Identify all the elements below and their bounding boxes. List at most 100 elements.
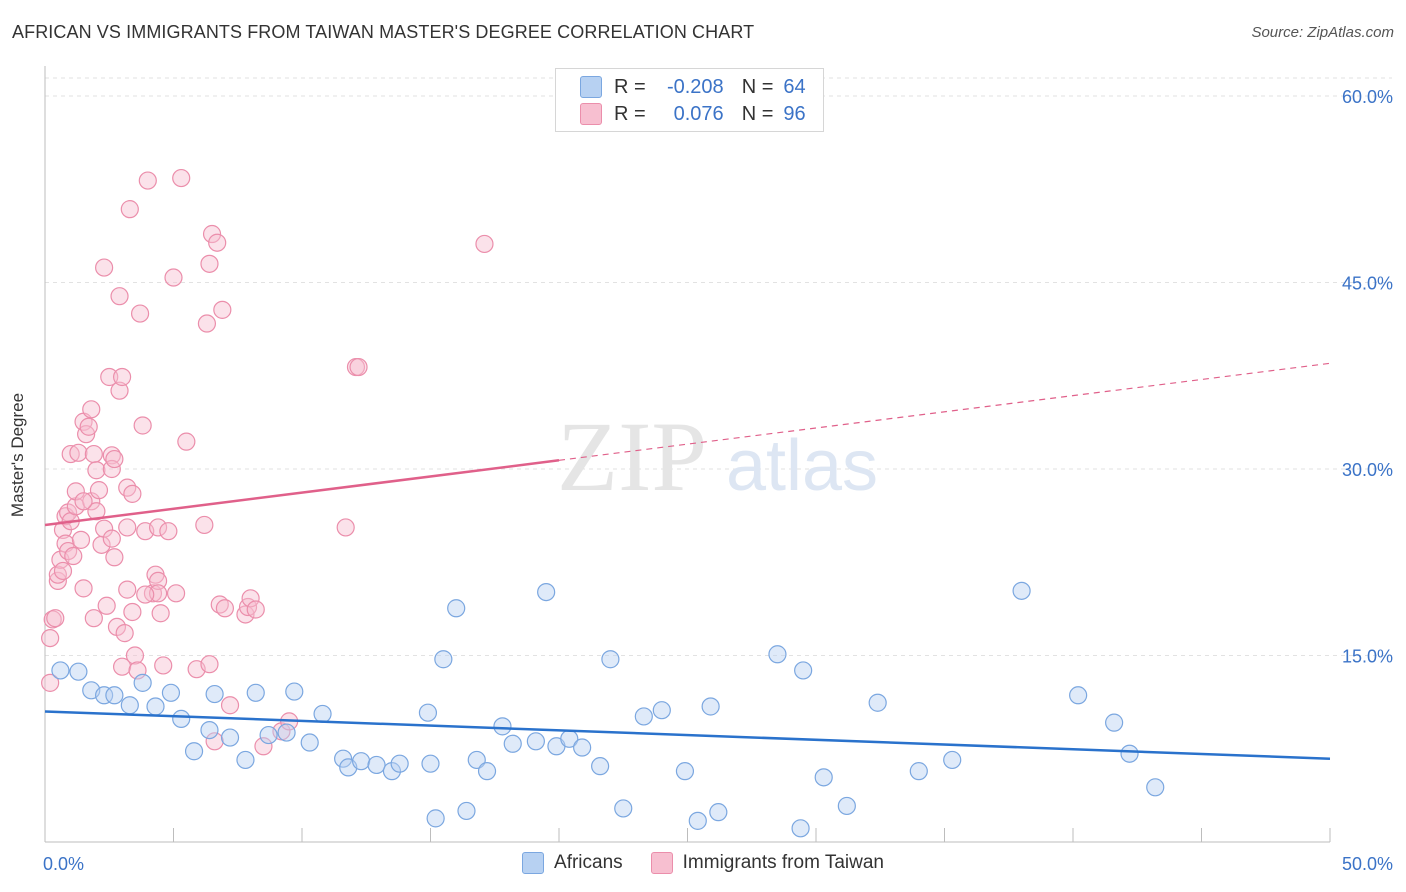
africans-point [172, 709, 191, 729]
taiwan-point [349, 357, 368, 377]
africans-point [837, 796, 856, 816]
y-axis-label: Master's Degree [8, 392, 27, 518]
taiwan-point [48, 571, 67, 591]
taiwan-point [71, 530, 91, 549]
africans-point [1105, 713, 1124, 732]
africans-point [220, 728, 240, 747]
watermark: ZIP atlas [557, 401, 878, 512]
taiwan-point [97, 596, 116, 615]
taiwan-point [148, 518, 168, 537]
africans-point [537, 582, 556, 602]
y-tick-label: 45.0% [1342, 274, 1393, 294]
n-label: N = [741, 75, 774, 98]
taiwan-point [112, 657, 132, 676]
watermark-atlas: atlas [726, 426, 878, 506]
n-label: N = [741, 102, 774, 125]
africans-point [120, 696, 139, 715]
taiwan-point [336, 518, 355, 537]
taiwan-point [200, 254, 219, 273]
africans-point [493, 717, 512, 736]
taiwan-point [136, 585, 155, 604]
taiwan-point [61, 444, 80, 464]
series-africans [51, 581, 1165, 838]
r-value: 0.076 [673, 102, 724, 125]
trend-lines [44, 362, 1331, 760]
africans-point [573, 738, 592, 757]
grid-layer [45, 77, 1392, 656]
source-label: Source: ZipAtlas.com [1251, 24, 1394, 41]
africans-point [133, 673, 152, 692]
taiwan-point [110, 381, 129, 400]
africans-point [943, 750, 962, 770]
correlation-legend: R = -0.208 N = 64 R = 0.076 N = 96 [555, 68, 824, 132]
taiwan-point [105, 548, 124, 567]
africans-point [334, 749, 353, 768]
taiwan-point [110, 287, 129, 306]
taiwan-point [166, 584, 186, 603]
africans-point [277, 723, 296, 742]
africans-point [418, 703, 438, 722]
taiwan-point [46, 609, 65, 628]
taiwan-point [133, 416, 152, 435]
africans-point [313, 704, 332, 724]
taiwan-point [148, 571, 168, 591]
taiwan-point [118, 518, 137, 537]
legend-item-immigrants-from-taiwan[interactable]: Immigrants from Taiwan [650, 852, 884, 874]
africans-point [426, 809, 445, 828]
chart-title: AFRICAN VS IMMIGRANTS FROM TAIWAN MASTER… [12, 22, 755, 42]
africans-point [909, 762, 928, 781]
legend-item-africans[interactable]: Africans [522, 852, 623, 874]
n-value: 96 [783, 102, 806, 125]
africans-point [675, 762, 695, 781]
africans-swatch [580, 76, 602, 98]
taiwan-point [195, 515, 214, 535]
taiwan-point [41, 673, 60, 692]
taiwan-point [154, 656, 173, 675]
y-tick-label: 30.0% [1342, 460, 1393, 480]
y-tick-label: 15.0% [1342, 647, 1393, 667]
n-value: 64 [783, 75, 806, 98]
taiwan-swatch [650, 852, 673, 874]
africans-point [526, 732, 545, 751]
taiwan-point [159, 522, 178, 541]
taiwan-trend-line [44, 459, 560, 527]
taiwan-point [87, 461, 106, 480]
africans-point [51, 661, 70, 680]
taiwan-point [138, 171, 157, 190]
africans-point [382, 762, 402, 781]
taiwan-point [213, 300, 232, 319]
legend-row-taiwan: R = 0.076 N = 96 [580, 102, 806, 126]
taiwan-point [172, 168, 191, 188]
africans-point [1012, 581, 1031, 600]
taiwan-point [74, 579, 93, 598]
r-value: -0.208 [666, 75, 724, 98]
taiwan-point [125, 646, 145, 665]
series-immigrants-from-taiwan [41, 168, 494, 756]
africans-point [447, 599, 466, 618]
africans-point [285, 682, 304, 701]
africans-point [1069, 686, 1088, 705]
taiwan-point [197, 314, 217, 333]
taiwan-point [105, 449, 124, 469]
africans-point [477, 762, 497, 781]
r-label: R = [614, 75, 646, 98]
taiwan-point [64, 546, 83, 566]
africans-point [601, 650, 620, 669]
taiwan-point [254, 737, 273, 756]
africans-point [652, 701, 671, 720]
africans-point [146, 697, 165, 716]
x-tick-label: 0.0% [43, 854, 84, 874]
africans-point [95, 686, 114, 705]
taiwan-point [236, 605, 255, 624]
africans-point [467, 750, 486, 770]
r-label: R = [614, 102, 646, 125]
africans-point [457, 801, 476, 821]
y-tick-label: 60.0% [1342, 87, 1393, 107]
taiwan-point [95, 258, 114, 277]
africans-point [503, 734, 522, 753]
africans-swatch [522, 852, 545, 874]
taiwan-swatch [580, 103, 602, 125]
taiwan-point [84, 444, 103, 464]
taiwan-point [241, 589, 260, 608]
